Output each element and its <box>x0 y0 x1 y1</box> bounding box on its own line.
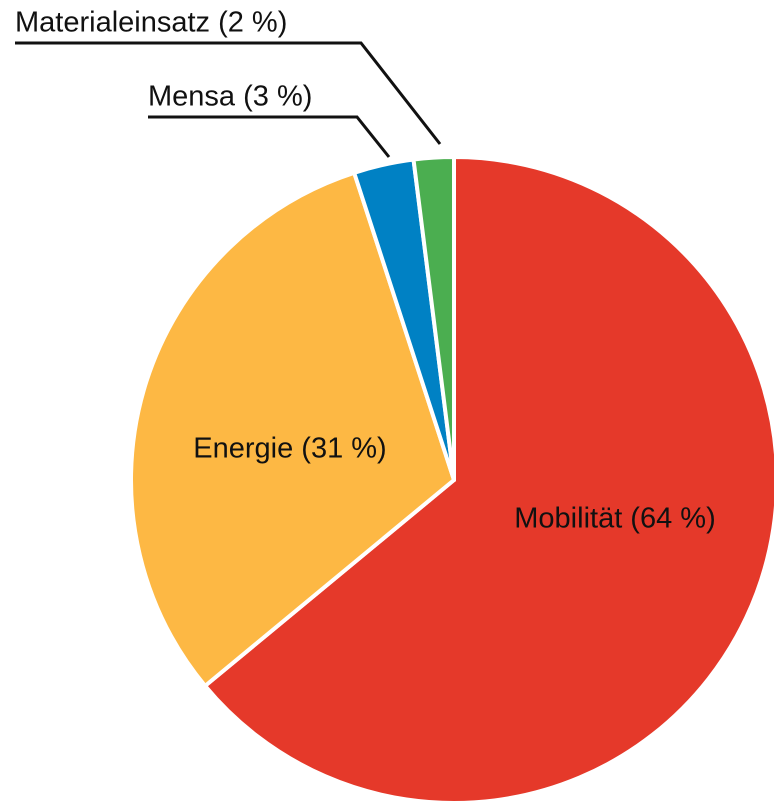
pie-slice <box>203 155 774 803</box>
slice-label: Mobilität (64 %) <box>514 503 715 535</box>
leader-line <box>15 41 442 145</box>
leader-line <box>148 115 391 158</box>
pie-slice <box>129 170 456 688</box>
slice-label: Mensa (3 %) <box>148 81 312 113</box>
slice-label: Materialeinsatz (2 %) <box>15 7 287 39</box>
pie-slice <box>411 155 456 482</box>
slice-label: Energie (31 %) <box>193 433 386 465</box>
